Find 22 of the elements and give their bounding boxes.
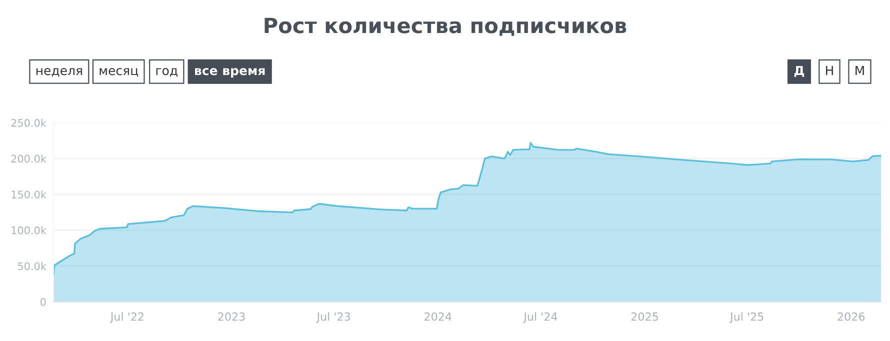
x-tick-label: 2025: [631, 312, 658, 321]
text: год: [156, 68, 178, 77]
text: Д: [794, 66, 804, 78]
x-tick-label: 2026: [838, 312, 865, 321]
x-tick-label: 2023: [218, 312, 245, 321]
y-tick-label: 250.0k: [11, 118, 46, 127]
y-tick-label: 0: [40, 298, 46, 306]
y-tick-label: 100.0k: [12, 226, 46, 234]
x-tick-label: 2024: [424, 312, 452, 321]
text: М: [856, 66, 864, 76]
chart-title: Рост количества подписчиков: [264, 18, 626, 36]
y-tick-label: 50.0k: [18, 262, 46, 270]
y-tick-label: 150.0k: [12, 190, 46, 198]
text: месяц: [100, 68, 138, 77]
x-tick-label: Jul '25: [729, 312, 764, 323]
text: все время: [195, 68, 265, 78]
text: неделя: [36, 68, 82, 77]
x-tick-label: Jul '24: [523, 312, 558, 323]
x-tick-label: Jul '22: [110, 312, 144, 323]
x-tick-label: Jul '23: [316, 312, 350, 323]
y-tick-label: 200.0k: [11, 154, 46, 163]
text: Н: [826, 66, 833, 76]
